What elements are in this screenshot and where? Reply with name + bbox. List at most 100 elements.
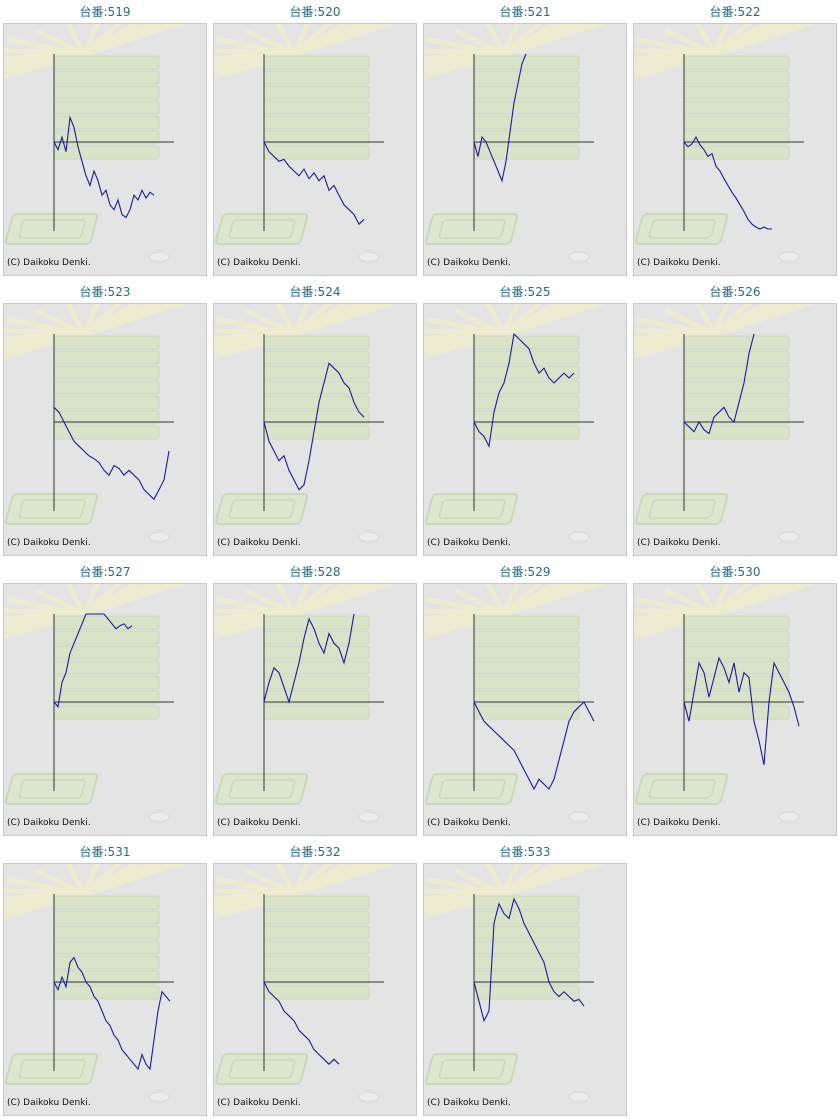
machine-number-title[interactable]: 台番:525: [499, 285, 551, 299]
machine-number-title[interactable]: 台番:521: [499, 5, 551, 19]
machine-number-title[interactable]: 台番:532: [289, 845, 341, 859]
graph-svg: [634, 584, 816, 823]
machine-illustration: [4, 24, 186, 263]
graph-frame: (C) Daikoku Denki.: [633, 583, 837, 836]
machine-graph: 台番:533 (C) Daikoku Denki.: [423, 843, 627, 1116]
machine-graph: 台番:525 (C) Daikoku Denki.: [423, 283, 627, 556]
copyright-label: (C) Daikoku Denki.: [217, 538, 301, 548]
graph-frame: (C) Daikoku Denki.: [423, 583, 627, 836]
copyright-label: (C) Daikoku Denki.: [427, 1098, 511, 1108]
machine-illustration: [634, 24, 816, 263]
machine-graph: 台番:521 (C) Daikoku Denki.: [423, 3, 627, 276]
machine-illustration: [4, 864, 186, 1103]
machine-number-title[interactable]: 台番:527: [79, 565, 131, 579]
balance-line: [473, 53, 527, 183]
machine-number-title[interactable]: 台番:524: [289, 285, 341, 299]
graph-frame: (C) Daikoku Denki.: [213, 583, 417, 836]
copyright-label: (C) Daikoku Denki.: [7, 1098, 91, 1108]
copyright-label: (C) Daikoku Denki.: [7, 818, 91, 828]
machine-number-title[interactable]: 台番:530: [709, 565, 761, 579]
balance-line: [263, 141, 365, 226]
graph-svg: [214, 304, 396, 543]
graph-frame: (C) Daikoku Denki.: [213, 863, 417, 1116]
machine-illustration: [634, 584, 816, 823]
graph-frame: (C) Daikoku Denki.: [3, 23, 207, 276]
copyright-label: (C) Daikoku Denki.: [7, 538, 91, 548]
balance-line: [473, 332, 575, 448]
graph-frame: (C) Daikoku Denki.: [213, 303, 417, 556]
machine-graph: 台番:527 (C) Daikoku Denki.: [3, 563, 207, 836]
graph-svg: [4, 24, 186, 263]
copyright-label: (C) Daikoku Denki.: [427, 258, 511, 268]
balance-line: [683, 656, 800, 765]
machine-graph: 台番:523 (C) Daikoku Denki.: [3, 283, 207, 556]
machine-graph: 台番:526 (C) Daikoku Denki.: [633, 283, 837, 556]
balance-line: [53, 115, 155, 219]
machine-graph: 台番:530 (C) Daikoku Denki.: [633, 563, 837, 836]
machine-graph: 台番:532 (C) Daikoku Denki.: [213, 843, 417, 1116]
copyright-label: (C) Daikoku Denki.: [427, 538, 511, 548]
copyright-label: (C) Daikoku Denki.: [637, 818, 721, 828]
graph-frame: (C) Daikoku Denki.: [3, 303, 207, 556]
graph-svg: [424, 864, 606, 1103]
balance-line: [683, 333, 755, 435]
machine-number-title[interactable]: 台番:533: [499, 845, 551, 859]
graph-svg: [424, 24, 606, 263]
machine-number-title[interactable]: 台番:522: [709, 5, 761, 19]
machine-illustration: [214, 584, 396, 823]
balance-line: [263, 981, 340, 1065]
machine-graph: 台番:531 (C) Daikoku Denki.: [3, 843, 207, 1116]
balance-line: [53, 613, 133, 709]
graph-frame: (C) Daikoku Denki.: [633, 303, 837, 556]
graph-svg: [424, 584, 606, 823]
machine-illustration: [424, 24, 606, 263]
balance-line: [263, 613, 355, 704]
machine-number-title[interactable]: 台番:531: [79, 845, 131, 859]
balance-line: [473, 897, 585, 1023]
machine-illustration: [4, 304, 186, 543]
graph-svg: [424, 304, 606, 543]
machine-illustration: [214, 304, 396, 543]
machine-number-title[interactable]: 台番:529: [499, 565, 551, 579]
machine-graph: 台番:520 (C) Daikoku Denki.: [213, 3, 417, 276]
machine-illustration: [424, 584, 606, 823]
machine-graph: 台番:522 (C) Daikoku Denki.: [633, 3, 837, 276]
graph-frame: (C) Daikoku Denki.: [423, 23, 627, 276]
graph-svg: [4, 864, 186, 1103]
graph-svg: [634, 304, 816, 543]
machine-graph: 台番:519 (C) Daikoku Denki.: [3, 3, 207, 276]
balance-line: [263, 362, 365, 491]
graph-frame: (C) Daikoku Denki.: [423, 303, 627, 556]
machine-illustration: [424, 864, 606, 1103]
balance-line: [53, 406, 170, 501]
copyright-label: (C) Daikoku Denki.: [217, 258, 301, 268]
machine-number-title[interactable]: 台番:520: [289, 5, 341, 19]
graph-svg: [634, 24, 816, 263]
machine-graph: 台番:528 (C) Daikoku Denki.: [213, 563, 417, 836]
machine-number-title[interactable]: 台番:526: [709, 285, 761, 299]
graph-svg: [214, 24, 396, 263]
graph-svg: [214, 864, 396, 1103]
copyright-label: (C) Daikoku Denki.: [217, 818, 301, 828]
graph-frame: (C) Daikoku Denki.: [633, 23, 837, 276]
copyright-label: (C) Daikoku Denki.: [637, 258, 721, 268]
graph-frame: (C) Daikoku Denki.: [423, 863, 627, 1116]
graph-frame: (C) Daikoku Denki.: [213, 23, 417, 276]
machine-number-title[interactable]: 台番:519: [79, 5, 131, 19]
machine-illustration: [4, 584, 186, 823]
machine-number-title[interactable]: 台番:523: [79, 285, 131, 299]
graph-svg: [214, 584, 396, 823]
copyright-label: (C) Daikoku Denki.: [7, 258, 91, 268]
balance-line: [683, 135, 772, 230]
machine-illustration: [214, 24, 396, 263]
machine-illustration: [214, 864, 396, 1103]
graph-frame: (C) Daikoku Denki.: [3, 583, 207, 836]
machine-graph: 台番:524 (C) Daikoku Denki.: [213, 283, 417, 556]
copyright-label: (C) Daikoku Denki.: [637, 538, 721, 548]
machine-illustration: [424, 304, 606, 543]
copyright-label: (C) Daikoku Denki.: [217, 1098, 301, 1108]
balance-line: [473, 701, 595, 791]
graph-svg: [4, 584, 186, 823]
machine-number-title[interactable]: 台番:528: [289, 565, 341, 579]
copyright-label: (C) Daikoku Denki.: [427, 818, 511, 828]
